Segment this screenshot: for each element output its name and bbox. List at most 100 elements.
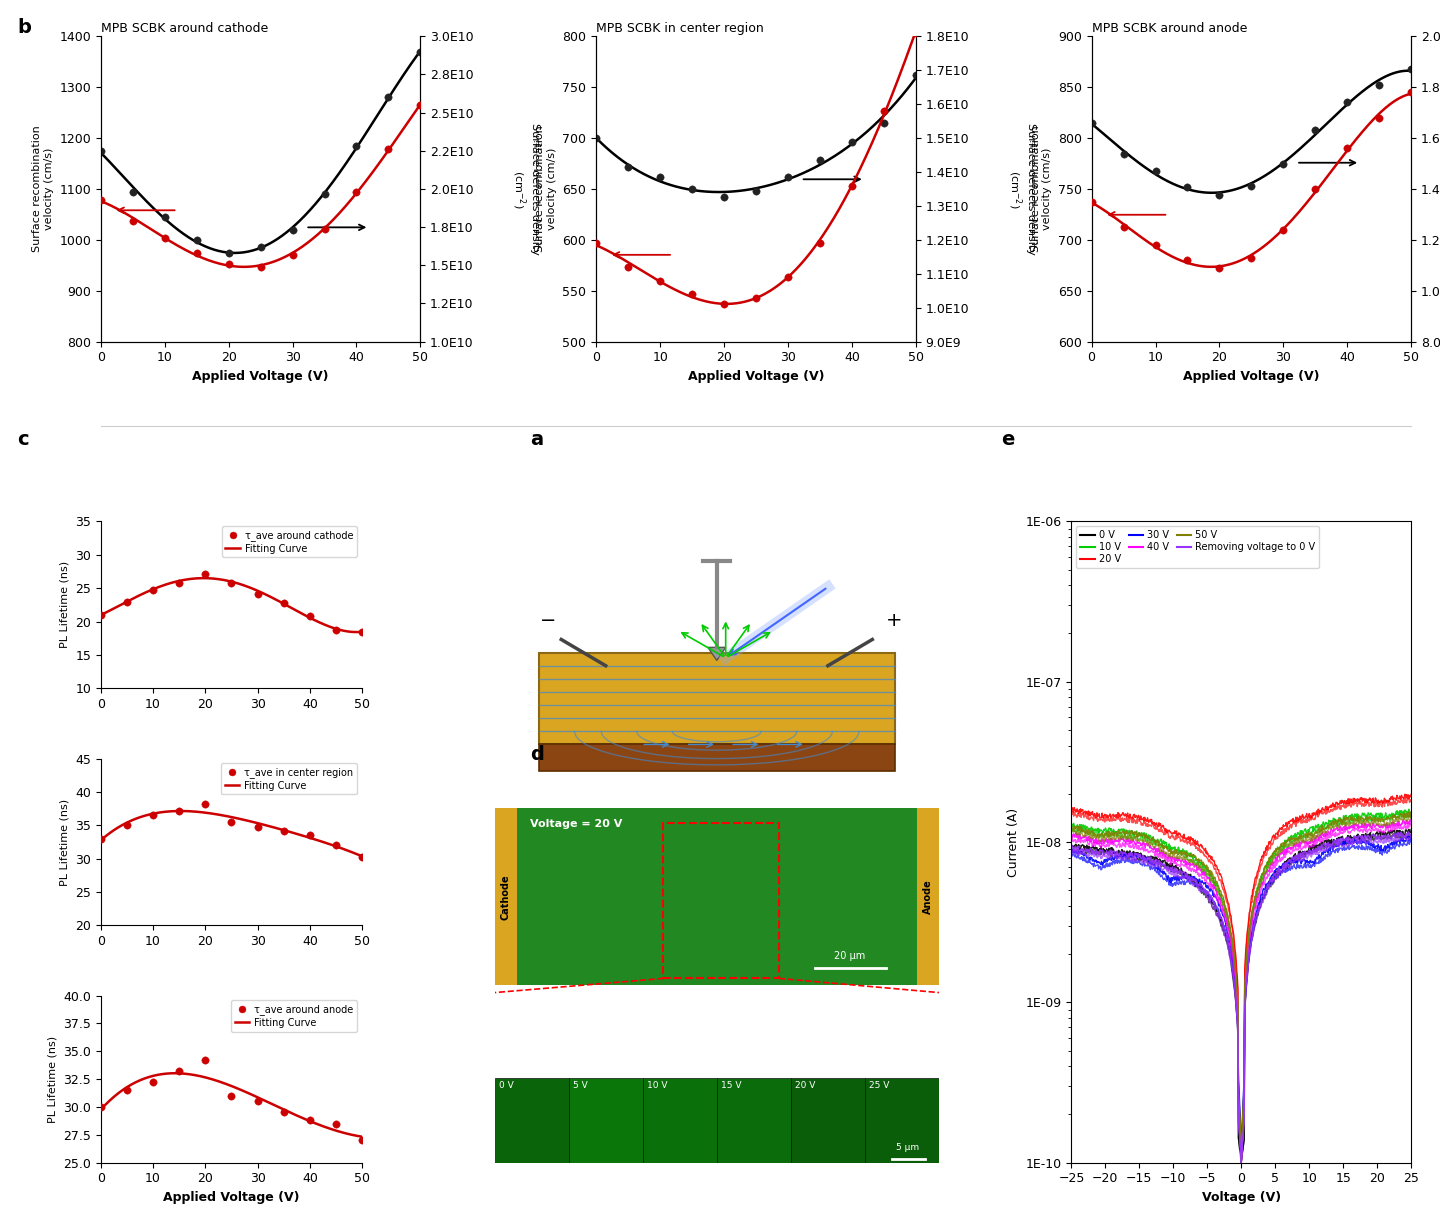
Bar [494, 809, 517, 986]
Point [141, 805, 164, 825]
Point [324, 836, 347, 855]
Y-axis label: Surface recombination
velocity (cm/s): Surface recombination velocity (cm/s) [536, 126, 557, 252]
Point [409, 96, 432, 115]
Text: 0 V: 0 V [500, 1081, 514, 1090]
Point [1368, 75, 1391, 94]
Text: c: c [17, 430, 29, 449]
Text: Voltage = 20 V: Voltage = 20 V [530, 819, 622, 830]
Point [351, 622, 374, 642]
Point [1336, 93, 1359, 113]
Point [616, 157, 639, 177]
Point [186, 230, 209, 249]
Text: 10 V: 10 V [647, 1081, 668, 1090]
Point [1400, 59, 1423, 79]
Line: Removing voltage to 0 V: Removing voltage to 0 V [1071, 832, 1411, 1163]
30 V [1403, 831, 1420, 845]
Line: 10 V: 10 V [1071, 809, 1411, 1161]
Y-axis label: PL Lifetime (ns): PL Lifetime (ns) [48, 1035, 58, 1123]
Line: 50 V: 50 V [1071, 811, 1411, 1163]
50 V [1063, 820, 1080, 834]
Point [220, 1086, 243, 1106]
Point [194, 794, 217, 814]
10 V [1151, 836, 1168, 850]
Bar [917, 809, 939, 986]
Point [346, 136, 369, 155]
Text: 20 µm: 20 µm [834, 951, 865, 960]
50 V [1403, 804, 1420, 819]
Point [776, 167, 799, 186]
Point [141, 1073, 164, 1092]
50 V [1319, 817, 1336, 832]
Bar [791, 1078, 865, 1163]
Point [167, 800, 190, 820]
40 V [1401, 813, 1418, 827]
10 V [1263, 848, 1280, 862]
Removing voltage to 0 V [1290, 846, 1308, 861]
20 V [1151, 815, 1168, 830]
Text: 15 V: 15 V [721, 1081, 742, 1090]
Y-axis label: PL Lifetime (ns): PL Lifetime (ns) [59, 562, 69, 648]
Text: 5 µm: 5 µm [896, 1143, 919, 1152]
50 V [1217, 899, 1234, 913]
Point [115, 816, 138, 836]
Text: −: − [540, 612, 556, 631]
Point [904, 65, 927, 85]
Point [298, 1110, 321, 1130]
Point [89, 830, 112, 849]
Removing voltage to 0 V [1217, 924, 1234, 939]
Point [648, 271, 671, 291]
Point [808, 234, 831, 253]
Point [585, 234, 608, 253]
Point [246, 817, 269, 837]
Point [272, 821, 295, 840]
Point [1208, 185, 1231, 205]
Text: +: + [886, 612, 903, 631]
Bar [569, 1078, 642, 1163]
Removing voltage to 0 V [1263, 874, 1280, 889]
50 V [1233, 1155, 1250, 1170]
Text: 50 V: 50 V [795, 1166, 816, 1175]
20 V [1233, 1155, 1250, 1170]
0 V [1263, 872, 1280, 886]
10 V [1403, 804, 1420, 819]
Line: 20 V: 20 V [1071, 794, 1411, 1163]
Point [121, 212, 144, 231]
Bar [717, 1163, 791, 1211]
Text: 5 V: 5 V [573, 1081, 588, 1090]
40 V [1063, 826, 1080, 840]
30 V [1290, 851, 1308, 866]
Text: 0 V: 0 V [870, 1166, 884, 1175]
40 V [1233, 1155, 1250, 1170]
Point [141, 580, 164, 599]
20 V [1217, 884, 1234, 899]
Point [744, 182, 768, 201]
20 V [1263, 832, 1280, 846]
Point [585, 128, 608, 148]
Point [153, 228, 176, 247]
Point [153, 207, 176, 226]
Y-axis label: Surface recombination
velocity (cm/s): Surface recombination velocity (cm/s) [32, 126, 53, 252]
0 V [1319, 837, 1336, 851]
Point [1080, 193, 1103, 212]
Bar [494, 1163, 569, 1211]
40 V [1217, 906, 1234, 920]
Point [220, 813, 243, 832]
Legend: τ_ave around cathode, Fitting Curve: τ_ave around cathode, Fitting Curve [222, 527, 357, 557]
Text: 30 V: 30 V [500, 1166, 520, 1175]
FancyBboxPatch shape [539, 745, 894, 770]
Point [1143, 161, 1166, 180]
Point [186, 243, 209, 263]
Text: a: a [530, 430, 543, 449]
Line: 30 V: 30 V [1071, 837, 1411, 1163]
Point [217, 243, 240, 263]
0 V [1123, 845, 1140, 860]
Point [1240, 248, 1263, 268]
40 V [1123, 836, 1140, 850]
Removing voltage to 0 V [1063, 842, 1080, 856]
Point [194, 1050, 217, 1069]
Legend: 0 V, 10 V, 20 V, 30 V, 40 V, 50 V, Removing voltage to 0 V: 0 V, 10 V, 20 V, 30 V, 40 V, 50 V, Remov… [1076, 527, 1319, 568]
Y-axis label: PL Lifetime (ns): PL Lifetime (ns) [59, 798, 69, 885]
Removing voltage to 0 V [1123, 848, 1140, 862]
40 V [1263, 856, 1280, 871]
Point [1400, 82, 1423, 102]
